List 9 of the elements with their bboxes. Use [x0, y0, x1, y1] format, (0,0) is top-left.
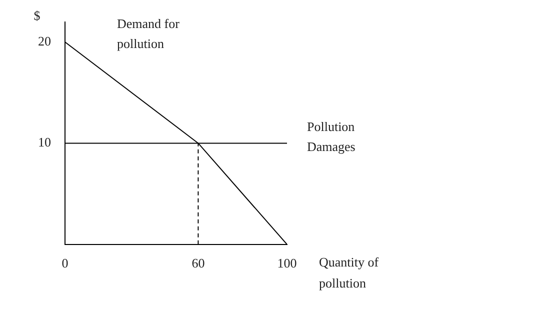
series-label: Demand for pollution: [117, 16, 180, 52]
y-tick-label: 20: [38, 33, 51, 48]
x-axis-title: Quantity of pollution: [319, 254, 380, 290]
x-tick-label: 60: [192, 256, 205, 271]
x-tick-label: 0: [62, 256, 68, 271]
series-label: Pollution Damages: [307, 119, 356, 154]
x-tick-label: 100: [277, 256, 297, 271]
y-tick-label: 10: [38, 134, 51, 150]
y-axis-title: $: [34, 8, 41, 23]
